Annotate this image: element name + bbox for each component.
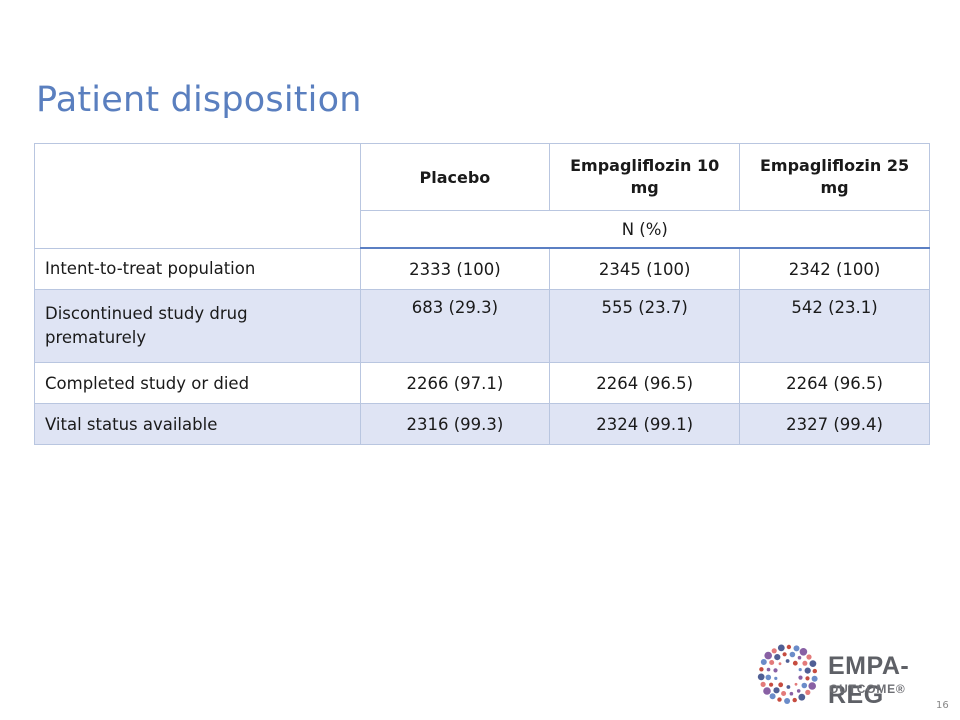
logo-dot: [781, 691, 787, 696]
logo-dot: [766, 667, 771, 672]
logo-dot: [784, 698, 791, 704]
disposition-table: Placebo Empagliflozin 10 mg Empagliflozi…: [34, 143, 931, 445]
logo-text-main: EMPA-REG: [828, 652, 910, 709]
logo-dot: [769, 682, 774, 687]
logo-dot: [769, 693, 776, 700]
empa-reg-logo-icon: [757, 644, 818, 704]
logo-dot: [798, 675, 803, 680]
logo-dot: [809, 660, 817, 667]
logo-dot: [757, 673, 765, 681]
table-cell: 683 (29.3): [359, 289, 551, 363]
header-placebo: Placebo: [359, 143, 551, 211]
logo-dot: [774, 654, 781, 661]
logo-dot: [789, 691, 794, 696]
logo-dot: [812, 668, 817, 674]
row-label: Completed study or died: [34, 362, 361, 404]
logo-dot: [785, 659, 790, 663]
logo-dot: [804, 667, 811, 674]
logo-dot: [764, 651, 772, 660]
logo-dot: [796, 689, 801, 693]
logo-dot: [760, 659, 767, 665]
table-cell: 2324 (99.1): [549, 403, 741, 445]
logo-dot: [782, 652, 787, 657]
logo-dot: [765, 674, 772, 681]
logo-dot: [794, 682, 798, 686]
table-cell: 2266 (97.1): [359, 362, 551, 404]
logo-dot: [797, 655, 802, 660]
logo-dot: [811, 675, 818, 682]
logo-dot: [802, 660, 808, 666]
logo-dot: [778, 662, 782, 666]
logo-dot: [786, 644, 792, 650]
slide-title: Patient disposition: [36, 80, 362, 120]
table-row: Intent-to-treat population 2333 (100) 23…: [34, 247, 930, 290]
logo-dot: [792, 697, 797, 703]
table-corner-cell: [34, 143, 361, 249]
logo-dot: [805, 676, 810, 681]
logo-dot: [789, 651, 796, 658]
logo-dot: [777, 697, 782, 702]
header-empagliflozin-25mg: Empagliflozin 25 mg: [739, 143, 930, 211]
logo-dot: [799, 648, 808, 656]
logo-dot: [774, 676, 778, 680]
header-empagliflozin-10mg-text: Empagliflozin 10 mg: [570, 156, 720, 197]
table-cell: 555 (23.7): [549, 289, 741, 363]
row-label: Intent-to-treat population: [34, 247, 361, 290]
page-number: 16: [936, 700, 949, 711]
logo-dot: [798, 693, 806, 701]
logo-dot: [808, 682, 816, 690]
logo-dot: [760, 681, 766, 687]
logo-dot: [769, 660, 775, 665]
logo-dot: [806, 654, 812, 660]
row-label: Discontinued study drug prematurely: [34, 289, 361, 363]
logo-dot: [801, 682, 808, 689]
logo-dot: [763, 687, 771, 695]
logo-dot: [793, 645, 800, 652]
logo-dot: [771, 648, 777, 654]
table-cell: 2333 (100): [359, 247, 551, 290]
header-empagliflozin-25mg-text: Empagliflozin 25 mg: [759, 156, 910, 197]
logo-dot: [786, 685, 791, 689]
table-row: Completed study or died 2266 (97.1) 2264…: [34, 362, 930, 404]
logo-dot: [773, 687, 780, 694]
logo-dot: [777, 644, 785, 652]
table-row: Discontinued study drug prematurely 683 …: [34, 289, 930, 363]
unit-label: N (%): [359, 210, 931, 249]
logo-dot: [778, 682, 784, 688]
table-cell: 2342 (100): [739, 247, 930, 290]
logo-dot: [805, 689, 811, 695]
header-empagliflozin-10mg: Empagliflozin 10 mg: [549, 143, 741, 211]
logo-dot: [792, 660, 798, 666]
row-label-text: Discontinued study drug prematurely: [45, 304, 248, 347]
table-cell: 2264 (96.5): [739, 362, 930, 404]
logo-dot: [759, 667, 764, 672]
logo-dot: [798, 668, 802, 672]
table-cell: 542 (23.1): [739, 289, 930, 363]
logo-text-sub: OUTCOME®: [829, 682, 906, 696]
table-cell: 2327 (99.4): [739, 403, 930, 445]
table-row: Vital status available 2316 (99.3) 2324 …: [34, 403, 930, 445]
table-cell: 2316 (99.3): [359, 403, 551, 445]
table-cell: 2264 (96.5): [549, 362, 741, 404]
logo-dot: [773, 668, 778, 673]
row-label: Vital status available: [34, 403, 361, 445]
table-cell: 2345 (100): [549, 247, 741, 290]
